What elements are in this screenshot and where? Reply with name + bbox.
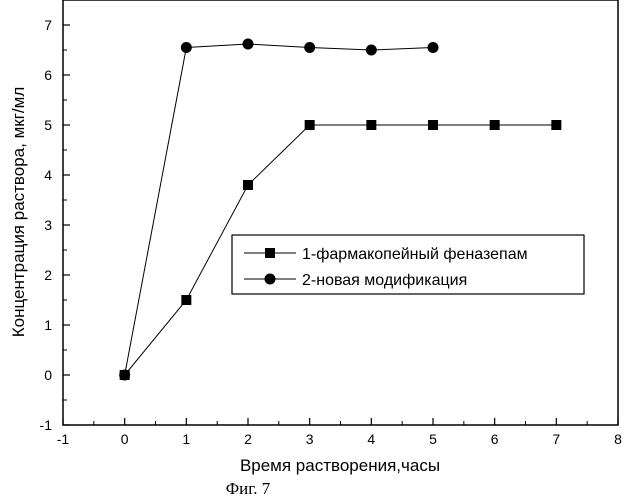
y-tick-label: 1 [44,317,52,333]
plot-frame [63,0,618,425]
y-tick-label: 0 [44,367,52,383]
legend-marker-circle [265,274,276,285]
y-axis-ticks: -1 0 1 2 3 4 5 6 7 [40,17,70,433]
series-lines [125,44,557,375]
data-point-circle [428,42,439,53]
legend-label-series-1: 1-фармакопейный феназепам [302,246,528,263]
legend: 1-фармакопейный феназепам 2-новая модифи… [232,235,584,294]
y-tick-label: 4 [44,167,52,183]
x-tick-label: 5 [429,431,437,447]
y-tick-label: 2 [44,267,52,283]
x-tick-label: 8 [614,431,622,447]
data-point-square [243,180,253,190]
series-markers [119,39,561,381]
data-point-circle [181,42,192,53]
data-point-circle [304,42,315,53]
data-point-square [366,120,376,130]
x-tick-label: 2 [244,431,252,447]
y-tick-label: 6 [44,67,52,83]
y-axis-label: Концентрация раствора, мкг/мл [9,87,28,338]
data-point-circle [243,39,254,50]
data-point-circle [119,370,130,381]
x-tick-label: 0 [121,431,129,447]
x-axis-ticks: -1 0 1 2 3 4 5 6 7 8 [57,418,622,447]
y-tick-label: 7 [44,17,52,33]
legend-label-series-2: 2-новая модификация [302,272,467,289]
data-point-square [181,295,191,305]
x-tick-label: 7 [552,431,560,447]
data-point-square [305,120,315,130]
x-tick-label: 1 [182,431,190,447]
data-point-square [551,120,561,130]
data-point-square [428,120,438,130]
y-tick-label: -1 [40,417,53,433]
series-line-2 [125,44,433,375]
figure-caption: Фиг. 7 [226,479,271,498]
data-point-circle [366,45,377,56]
y-tick-label: 3 [44,217,52,233]
x-tick-label: 3 [306,431,314,447]
x-tick-label: -1 [57,431,70,447]
data-point-square [490,120,500,130]
x-tick-label: 6 [491,431,499,447]
legend-marker-square [265,248,275,258]
x-axis-label: Время растворения,часы [240,456,440,475]
y-tick-label: 5 [44,117,52,133]
x-tick-label: 4 [367,431,375,447]
